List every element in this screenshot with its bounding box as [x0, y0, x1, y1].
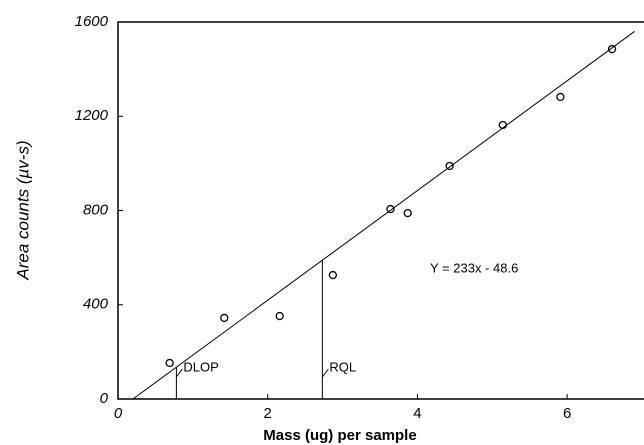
- y-tick-label: 1200: [75, 107, 109, 124]
- point: [607, 44, 617, 54]
- point: [556, 92, 565, 102]
- marker-label: DLOP: [183, 359, 218, 374]
- x-tick-label: 4: [413, 405, 421, 422]
- y-tick-label: 400: [83, 296, 109, 313]
- point: [386, 204, 395, 214]
- point: [165, 358, 174, 368]
- point: [403, 208, 412, 218]
- y-tick-label: 1600: [75, 13, 109, 30]
- x-tick-label: 6: [563, 405, 571, 422]
- marker-label: RQL: [329, 359, 356, 374]
- marker-tick: [321, 368, 329, 378]
- point: [445, 161, 454, 171]
- y-axis-label: Area counts (µv-s): [13, 140, 32, 280]
- point: [220, 313, 229, 323]
- marker-tick: [175, 368, 183, 378]
- fit-line: [132, 31, 635, 400]
- equation: Y = 233x - 48.6: [430, 260, 518, 275]
- y-tick-label: 800: [83, 201, 109, 218]
- point: [498, 120, 507, 130]
- point: [275, 311, 284, 321]
- x-tick-label: 0: [114, 405, 123, 422]
- axis-frame: [117, 21, 644, 400]
- x-tick-label: 2: [264, 405, 272, 422]
- point: [328, 270, 337, 280]
- x-axis-label: Mass (ug) per sample: [263, 427, 416, 444]
- y-tick-label: 0: [100, 390, 109, 407]
